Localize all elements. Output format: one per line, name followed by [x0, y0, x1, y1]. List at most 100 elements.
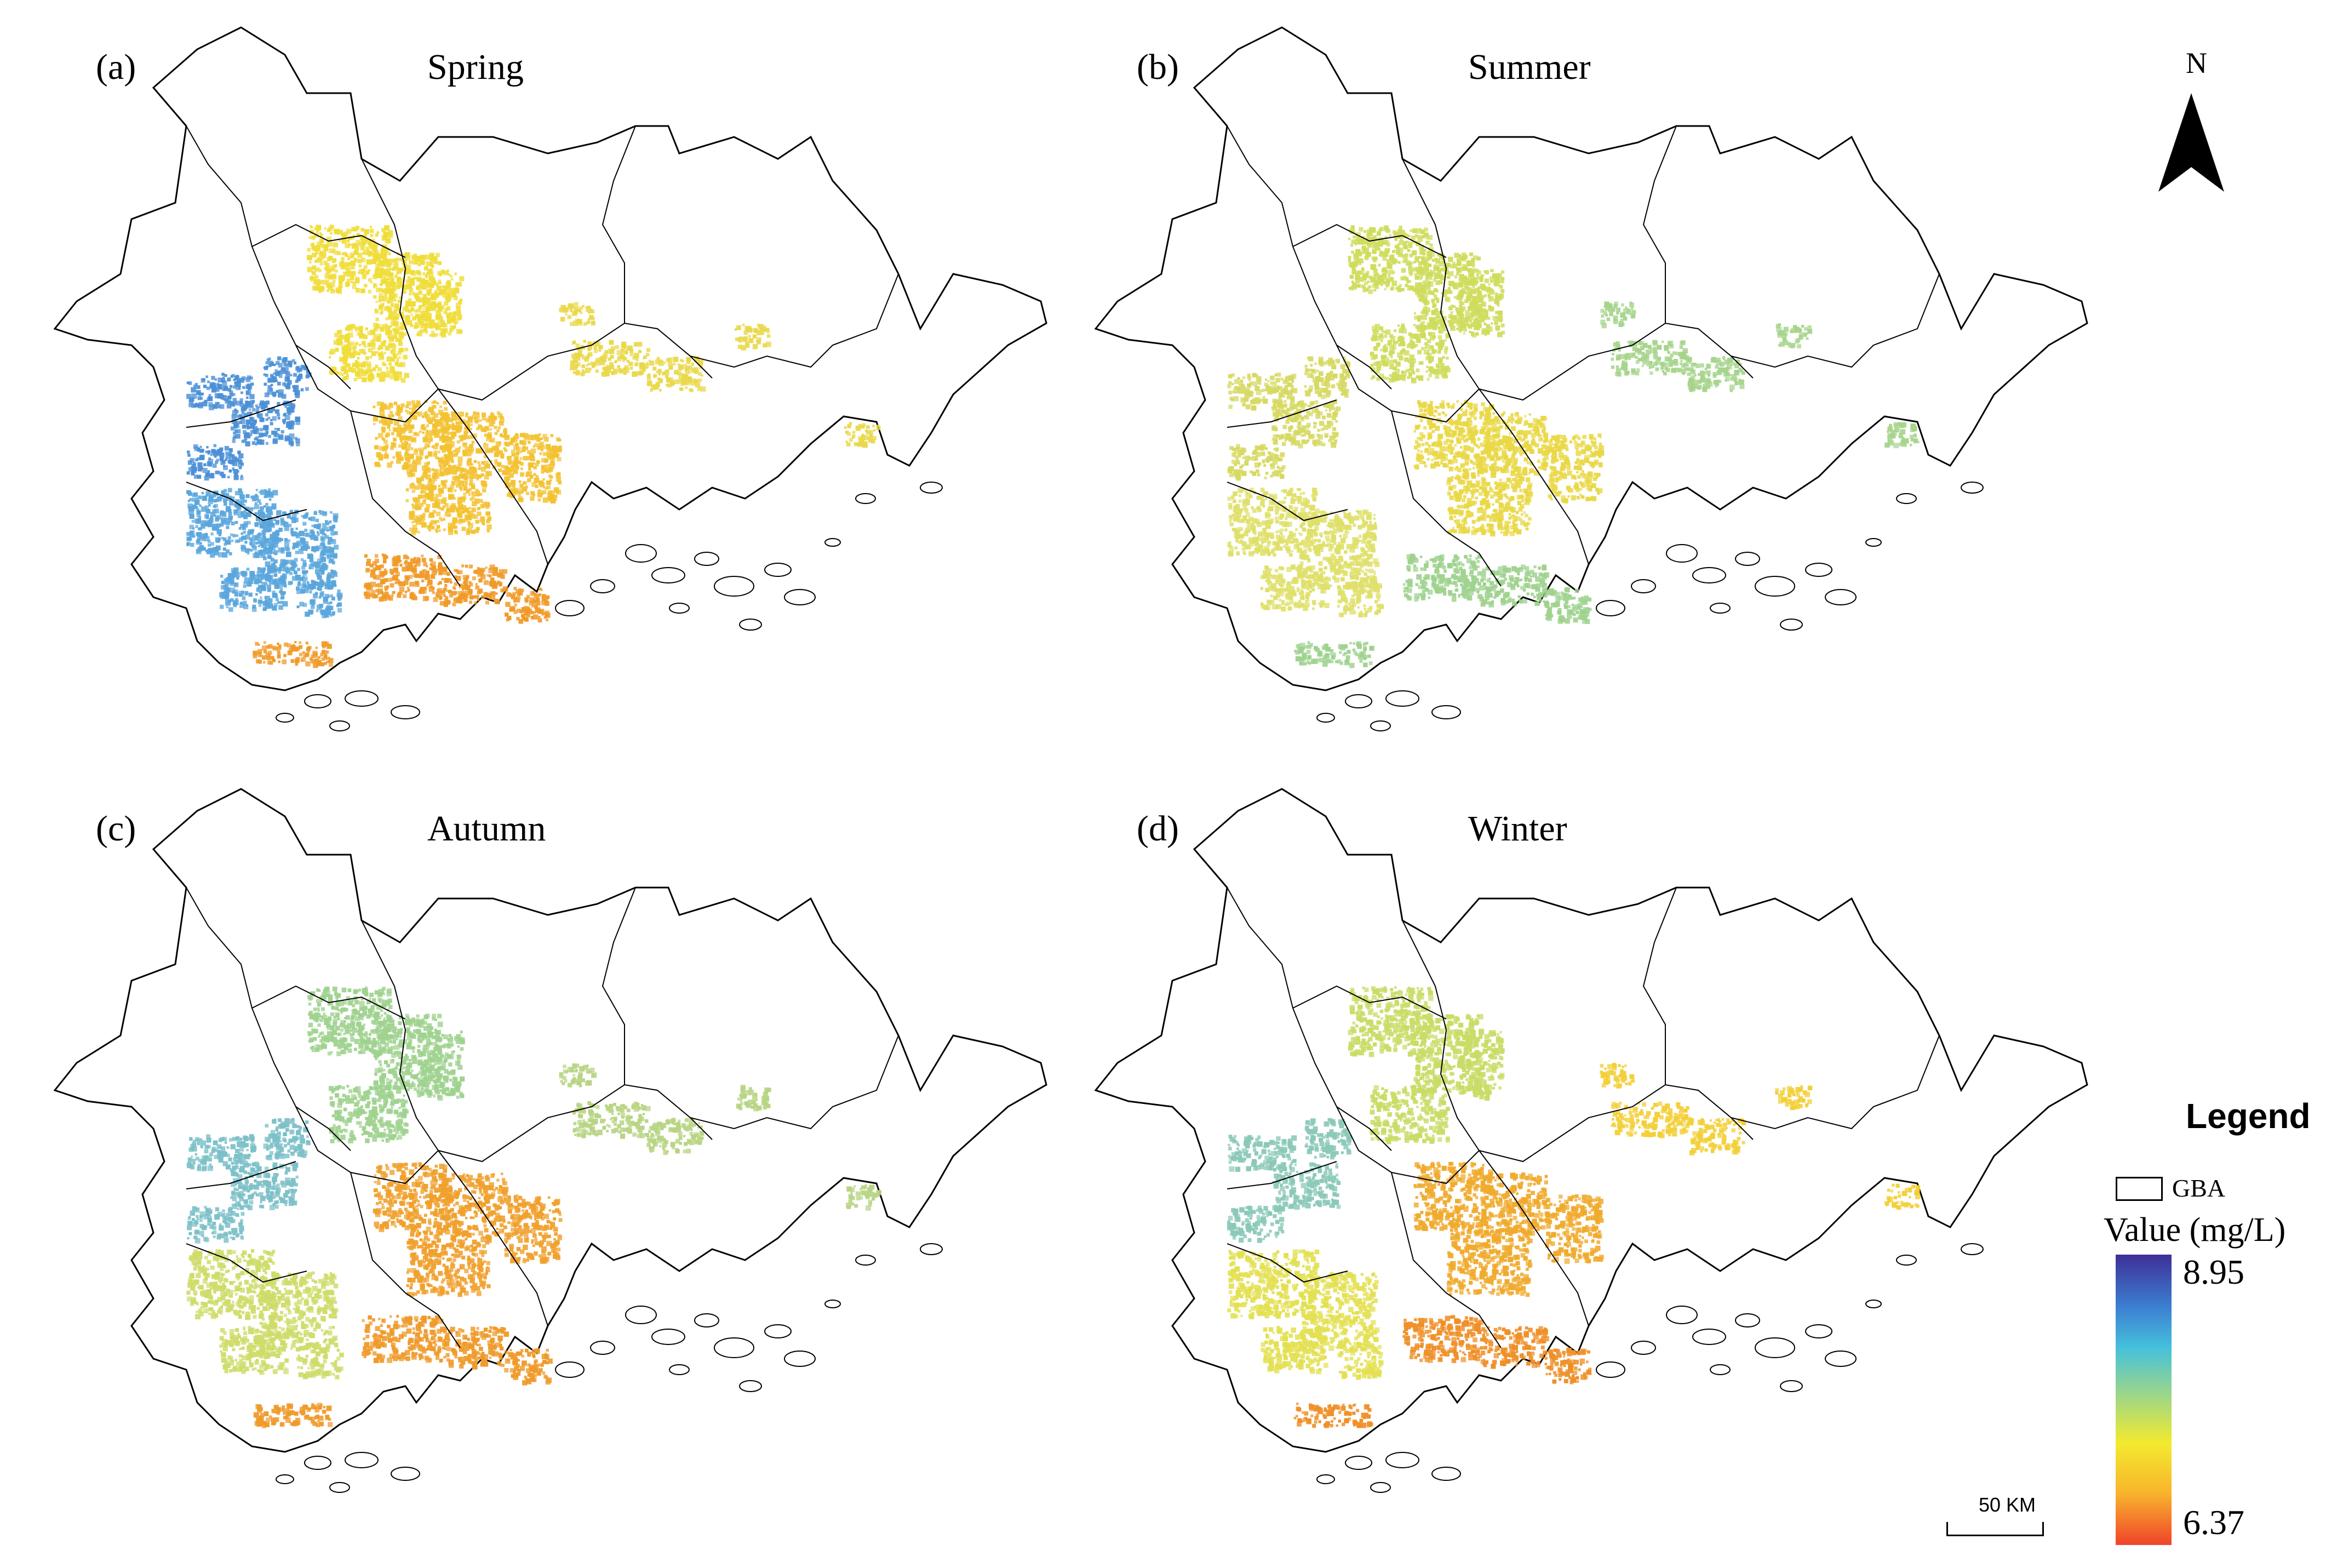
value-cluster-north-central: [1348, 225, 1505, 384]
district-boundary: [350, 410, 461, 587]
ramp-min-label: 6.37: [2183, 1503, 2244, 1542]
district-boundary: [1391, 410, 1502, 587]
map-panel-summer: (b) Summer: [1063, 16, 2147, 772]
district-boundary: [186, 1161, 296, 1189]
value-cluster-central: [373, 400, 562, 536]
island-outline: [1596, 600, 1625, 616]
value-cluster-north-central: [307, 986, 465, 1143]
district-boundary: [1227, 125, 1392, 390]
island-outline: [391, 1467, 420, 1481]
island-outline: [1431, 705, 1461, 719]
island-outline: [276, 713, 294, 723]
map-summer: [1094, 26, 2088, 731]
district-boundary: [438, 1084, 713, 1163]
island-outline: [1692, 567, 1726, 583]
island-outline: [1385, 1452, 1419, 1468]
island-outline: [625, 544, 657, 563]
legend-title: Legend: [2186, 1096, 2311, 1136]
island-outline: [920, 482, 943, 494]
value-label: Value (mg/L): [2104, 1211, 2286, 1249]
scale-bar: [1946, 1522, 2044, 1536]
gba-boundary: [1094, 26, 2088, 691]
district-boundary: [1479, 322, 1754, 401]
value-cluster-north-central: [1348, 986, 1505, 1144]
island-outline: [1735, 552, 1760, 566]
island-outline: [1710, 1364, 1731, 1375]
island-outline: [1666, 1306, 1698, 1324]
island-outline: [855, 493, 876, 504]
island-outline: [1316, 713, 1335, 723]
north-label: N: [2186, 47, 2207, 79]
map-panel-spring: (a) Spring: [22, 16, 1107, 772]
gba-boundary-swatch: [2116, 1177, 2163, 1201]
district-boundary: [1227, 482, 1348, 522]
island-outline: [1692, 1329, 1726, 1345]
panel-title: Spring: [427, 47, 524, 87]
island-outline: [555, 600, 585, 616]
district-boundary: [1642, 887, 1677, 1085]
island-outline: [1316, 1474, 1335, 1484]
map-panel-winter: (d) Winter: [1063, 778, 2147, 1534]
island-outline: [739, 1380, 762, 1392]
panel-letter: (d): [1137, 809, 1179, 849]
map-spring: [53, 26, 1047, 731]
value-cluster-south: [1293, 1315, 1592, 1428]
island-outline: [625, 1306, 657, 1324]
gba-boundary: [1094, 788, 2088, 1453]
island-outline: [920, 1243, 943, 1255]
value-cluster-central: [373, 1162, 563, 1297]
island-outline: [694, 552, 719, 566]
panel-letter: (a): [96, 47, 136, 87]
island-outline: [714, 1337, 754, 1358]
island-outline: [694, 1313, 719, 1327]
island-outline: [345, 1452, 379, 1468]
district-boundary: [1642, 125, 1677, 323]
island-outline: [855, 1255, 876, 1266]
district-boundary: [361, 158, 439, 390]
district-boundary: [1731, 273, 1940, 368]
value-cluster-north-central: [307, 225, 465, 383]
island-outline: [1631, 579, 1656, 593]
district-boundary: [601, 125, 636, 323]
value-cluster-south: [253, 553, 551, 668]
island-outline: [555, 1361, 585, 1378]
island-outline: [1385, 690, 1419, 707]
island-outline: [1961, 482, 1984, 494]
island-outline: [764, 563, 792, 577]
district-boundary: [1292, 224, 1447, 258]
district-boundary: [438, 1150, 548, 1326]
island-outline: [1896, 493, 1917, 504]
district-boundary: [186, 399, 296, 428]
district-boundary: [1479, 388, 1589, 565]
island-outline: [784, 1350, 816, 1367]
value-cluster-central: [1413, 1161, 1604, 1297]
district-boundary: [1391, 1172, 1502, 1348]
island-outline: [1805, 1324, 1832, 1338]
value-cluster-southwest: [186, 1249, 344, 1380]
gba-boundary: [53, 788, 1047, 1453]
district-boundary: [186, 1243, 307, 1283]
north-arrow-icon: [2158, 93, 2224, 192]
island-outline: [304, 1456, 331, 1470]
gba-boundary: [53, 26, 1047, 691]
district-boundary: [1227, 1161, 1337, 1189]
district-boundary: [438, 322, 713, 401]
island-outline: [1865, 1300, 1882, 1308]
island-outline: [1780, 619, 1803, 631]
island-outline: [651, 1329, 685, 1345]
island-outline: [345, 690, 379, 707]
district-boundary: [1731, 1035, 1940, 1130]
district-boundary: [1292, 985, 1447, 1020]
value-cluster-southwest: [1227, 488, 1384, 618]
island-outline: [669, 603, 690, 614]
island-outline: [391, 705, 420, 719]
island-outline: [764, 1324, 792, 1338]
district-boundary: [251, 224, 406, 258]
value-cluster-south: [253, 1315, 553, 1428]
island-outline: [590, 1341, 615, 1355]
value-cluster-southwest: [1227, 1249, 1384, 1380]
island-outline: [304, 694, 331, 708]
district-boundary: [186, 482, 307, 522]
island-outline: [329, 720, 350, 731]
scale-bar-label: 50 KM: [1979, 1493, 2036, 1516]
